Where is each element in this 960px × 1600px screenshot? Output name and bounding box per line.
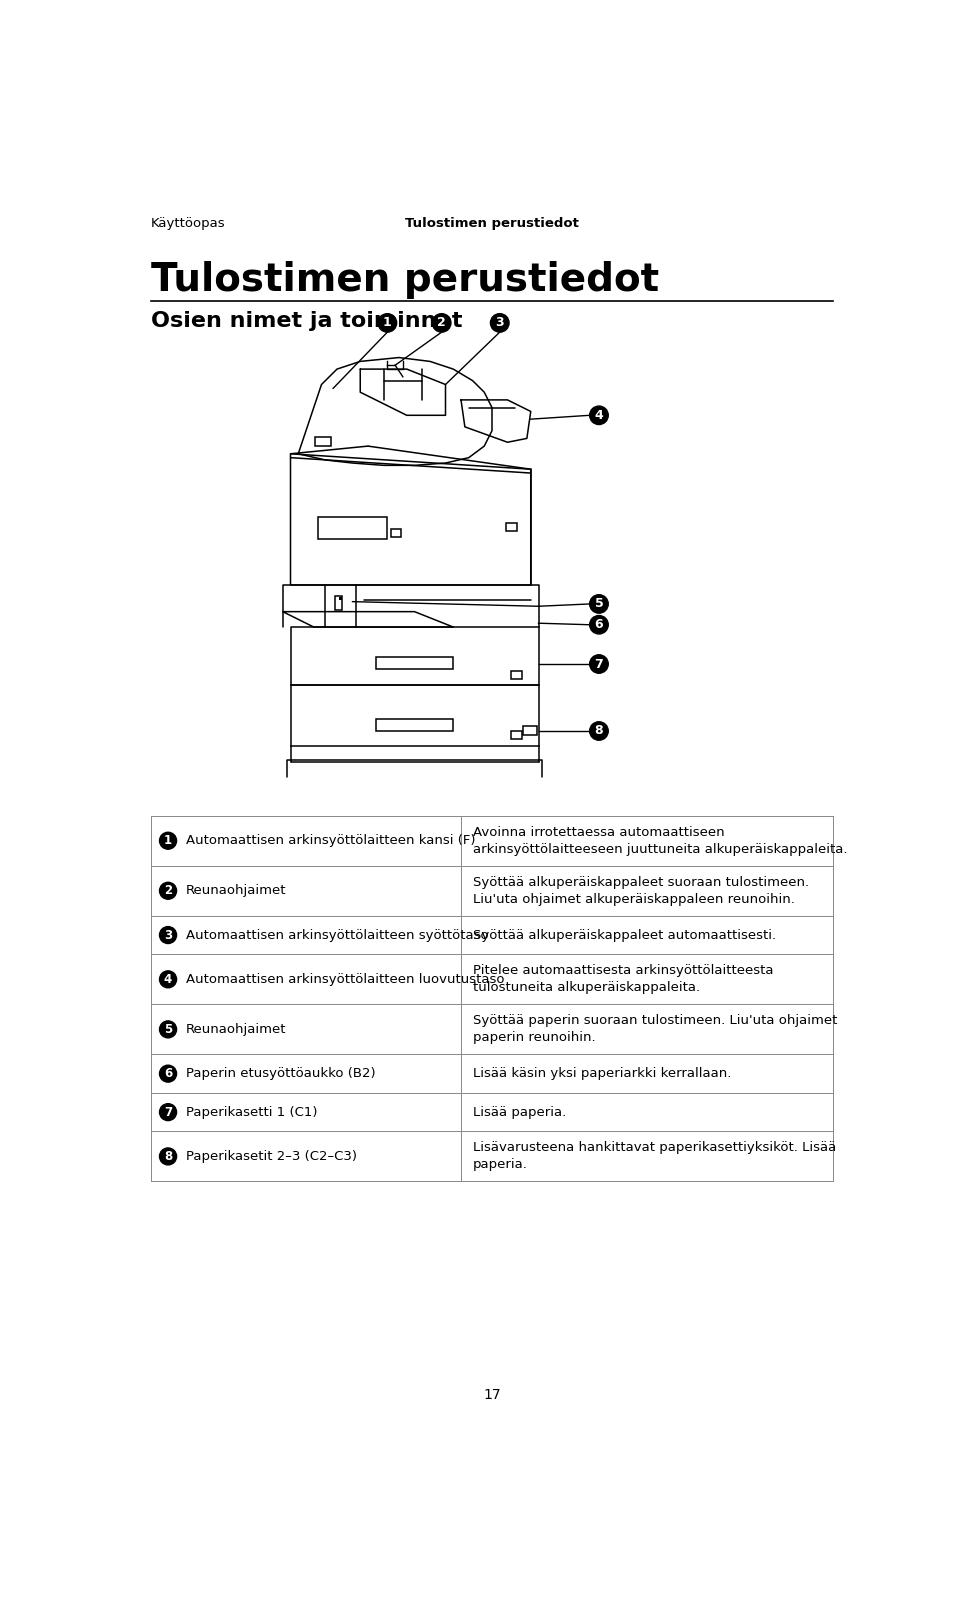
Text: Käyttöopas: Käyttöopas	[151, 216, 226, 230]
Text: Lisää paperia.: Lisää paperia.	[472, 1106, 565, 1118]
Text: Paperikasetit 2–3 (C2–C3): Paperikasetit 2–3 (C2–C3)	[186, 1150, 357, 1163]
Text: 4: 4	[594, 408, 603, 422]
Circle shape	[589, 722, 609, 741]
Circle shape	[159, 832, 177, 850]
Circle shape	[159, 926, 177, 944]
Text: Paperikasetti 1 (C1): Paperikasetti 1 (C1)	[186, 1106, 318, 1118]
Text: 3: 3	[164, 928, 172, 941]
Text: Syöttää alkuperäiskappaleet suoraan tulostimeen.
Liu'uta ohjaimet alkuperäiskapp: Syöttää alkuperäiskappaleet suoraan tulo…	[472, 875, 808, 906]
Text: 7: 7	[164, 1106, 172, 1118]
Text: 1: 1	[164, 834, 172, 848]
Text: Automaattisen arkinsyöttölaitteen luovutustaso: Automaattisen arkinsyöttölaitteen luovut…	[186, 973, 504, 986]
Bar	[512, 670, 522, 678]
Text: Pitelee automaattisesta arkinsyöttölaitteesta
tulostuneita alkuperäiskappaleita.: Pitelee automaattisesta arkinsyöttölaitt…	[472, 965, 773, 994]
Text: 5: 5	[594, 597, 603, 611]
Circle shape	[378, 314, 396, 333]
Text: Automaattisen arkinsyöttölaitteen syöttötaso: Automaattisen arkinsyöttölaitteen syöttö…	[186, 928, 489, 941]
Circle shape	[159, 971, 177, 987]
Text: Automaattisen arkinsyöttölaitteen kansi (F): Automaattisen arkinsyöttölaitteen kansi …	[186, 834, 475, 848]
Text: Reunaohjaimet: Reunaohjaimet	[186, 1022, 286, 1035]
Text: Syöttää alkuperäiskappaleet automaattisesti.: Syöttää alkuperäiskappaleet automaattise…	[472, 928, 776, 941]
Circle shape	[589, 654, 609, 674]
Text: 3: 3	[495, 317, 504, 330]
Circle shape	[589, 406, 609, 424]
Text: Paperin etusyöttöaukko (B2): Paperin etusyöttöaukko (B2)	[186, 1067, 375, 1080]
Circle shape	[159, 1021, 177, 1038]
Text: 17: 17	[483, 1389, 501, 1403]
Text: 2: 2	[164, 885, 172, 898]
Circle shape	[589, 616, 609, 634]
Text: Tulostimen perustiedot: Tulostimen perustiedot	[405, 216, 579, 230]
Text: 1: 1	[383, 317, 392, 330]
Text: 8: 8	[594, 725, 603, 738]
Text: 6: 6	[594, 618, 603, 632]
Text: Reunaohjaimet: Reunaohjaimet	[186, 885, 286, 898]
Bar	[375, 658, 453, 669]
Circle shape	[159, 1147, 177, 1165]
Bar	[512, 731, 522, 739]
Text: Tulostimen perustiedot: Tulostimen perustiedot	[151, 261, 660, 299]
Text: 2: 2	[437, 317, 446, 330]
Circle shape	[159, 1066, 177, 1082]
Bar	[392, 530, 400, 538]
Text: Lisävarusteena hankittavat paperikasettiyksiköt. Lisää
paperia.: Lisävarusteena hankittavat paperikasetti…	[472, 1141, 836, 1171]
Text: 5: 5	[164, 1022, 172, 1035]
Circle shape	[491, 314, 509, 333]
Circle shape	[589, 595, 609, 613]
Bar	[375, 718, 453, 731]
Text: Lisää käsin yksi paperiarkki kerrallaan.: Lisää käsin yksi paperiarkki kerrallaan.	[472, 1067, 731, 1080]
Text: 7: 7	[594, 658, 603, 670]
Text: 4: 4	[164, 973, 172, 986]
Bar	[506, 523, 516, 531]
Circle shape	[159, 882, 177, 899]
Text: 6: 6	[164, 1067, 172, 1080]
Text: Syöttää paperin suoraan tulostimeen. Liu'uta ohjaimet
paperin reunoihin.: Syöttää paperin suoraan tulostimeen. Liu…	[472, 1014, 837, 1045]
Text: Avoinna irrotettaessa automaattiseen
arkinsyöttölaitteeseen juuttuneita alkuperä: Avoinna irrotettaessa automaattiseen ark…	[472, 826, 847, 856]
Bar	[318, 517, 388, 539]
Circle shape	[432, 314, 451, 333]
Bar	[315, 437, 331, 446]
Text: 8: 8	[164, 1150, 172, 1163]
Bar	[523, 726, 537, 734]
Bar	[339, 597, 342, 600]
Bar	[335, 597, 342, 610]
Text: Osien nimet ja toiminnot: Osien nimet ja toiminnot	[151, 312, 463, 331]
Circle shape	[159, 1104, 177, 1120]
